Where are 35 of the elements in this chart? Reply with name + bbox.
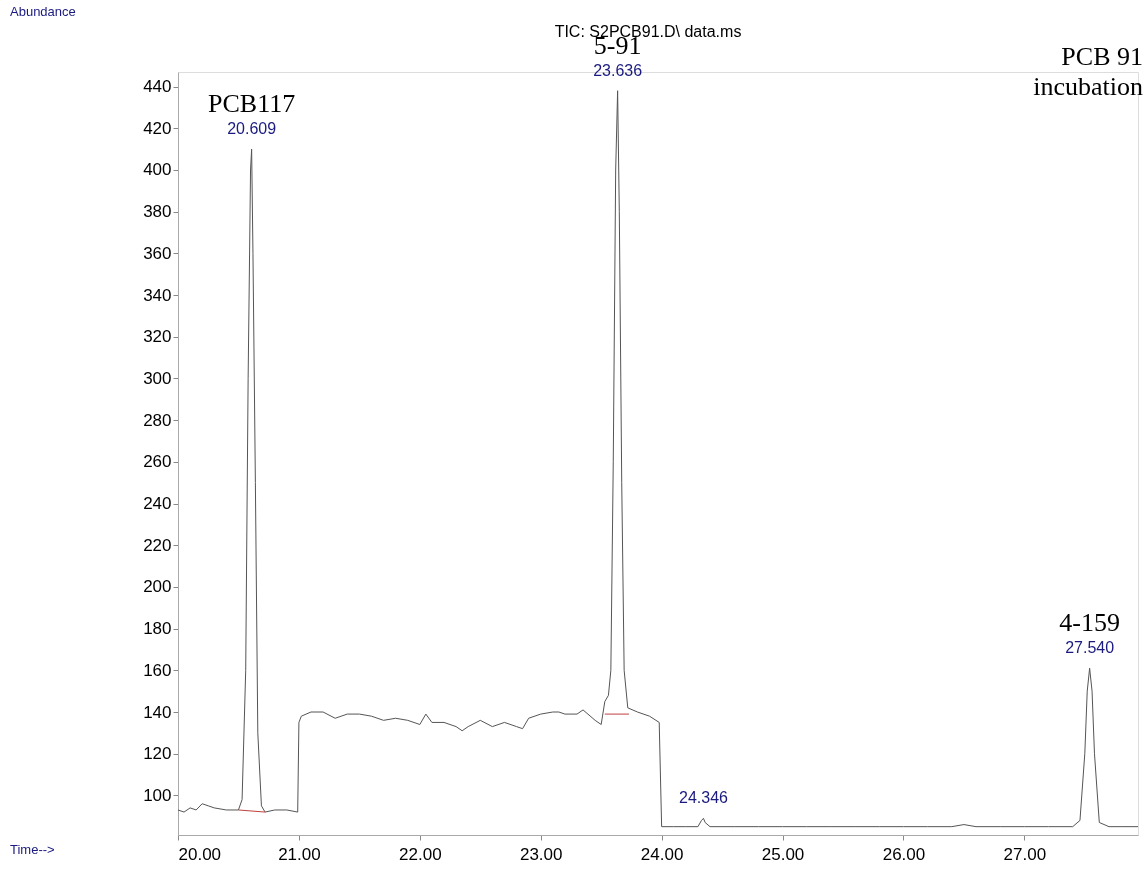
x-tick-label: 26.00 [882,844,926,864]
y-tick-label: 320 [143,327,172,347]
x-tick-label: 23.00 [519,844,563,864]
annotation: 20.609 [227,120,277,138]
y-tick-label: 380 [143,202,172,222]
x-tick-label: 25.00 [761,844,805,864]
x-tick-label: 24.00 [640,844,684,864]
y-tick-label: 260 [143,452,172,472]
y-tick-label: 340 [143,285,172,305]
x-tick-label: 21.00 [278,844,321,864]
y-tick-label: 400 [143,160,172,180]
annotation: 4-159 [1059,608,1120,638]
y-tick-label: 160 [143,660,172,680]
y-tick-label: 420 [143,118,172,138]
x-tick-label: 22.00 [399,844,442,864]
text: Time--> [10,842,55,857]
y-tick-label: 120 [143,744,172,764]
y-tick-label: 440 [143,77,172,97]
y-tick-label: 100 [143,785,172,805]
text: Abundance [10,4,76,19]
y-tick-label: 200 [143,577,172,597]
y-tick-label: 300 [143,368,172,388]
x-tick-label: 27.00 [1003,844,1047,864]
annotation: 24.346 [678,789,729,807]
y-tick-label: 360 [143,243,172,263]
annotation: 27.540 [1065,639,1115,657]
y-tick-label: 220 [143,535,172,555]
y-tick-label: 280 [143,410,172,430]
y-tick-label: 180 [143,619,172,639]
x-tick-label: 20.00 [178,844,222,864]
y-tick-label: 240 [143,494,172,514]
annotation: 23.636 [593,61,643,79]
annotation: PCB117 [208,89,296,119]
y-tick-label: 140 [143,702,172,722]
annotation: PCB 91 incubation [1033,42,1143,101]
